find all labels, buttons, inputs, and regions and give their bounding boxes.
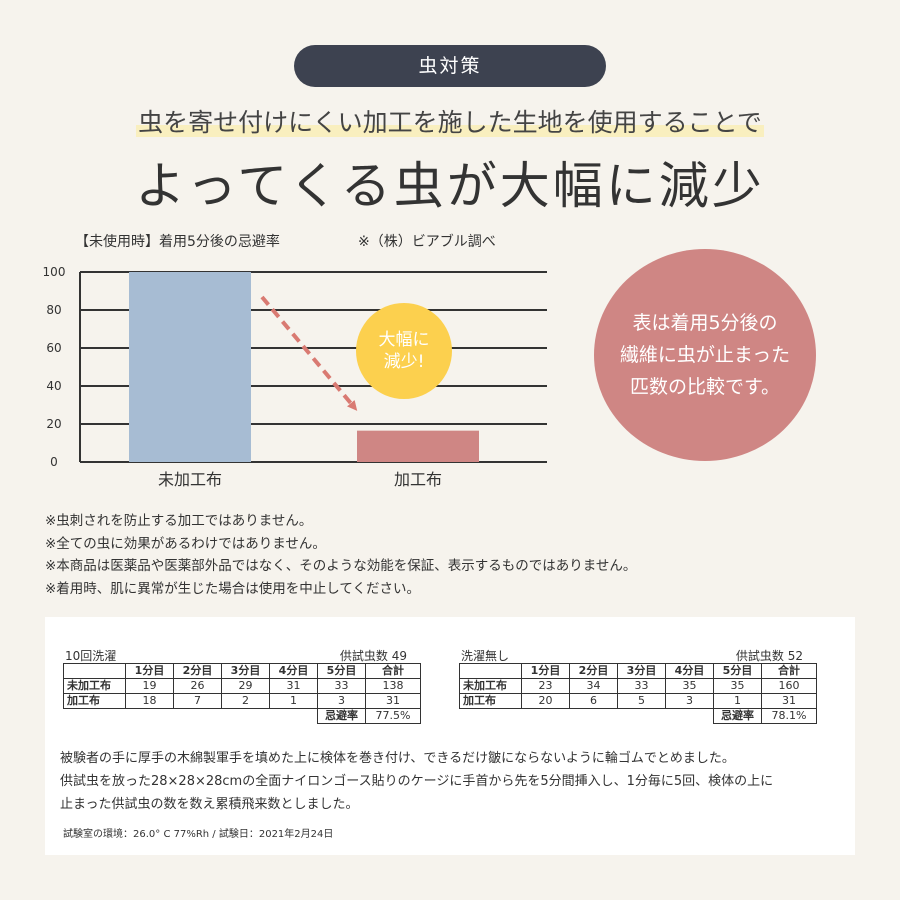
chart-title: 【未使用時】着用5分後の忌避率 bbox=[75, 234, 280, 250]
column-header: 5分目 bbox=[713, 663, 762, 679]
table-row: 未加工布 23 34 33 35 35 160 bbox=[459, 678, 817, 694]
table-cell: 160 bbox=[761, 678, 817, 694]
note-item: ※着用時、肌に異常が生じた場合は使用を中止してください。 bbox=[45, 580, 421, 597]
column-header: 4分目 bbox=[269, 663, 318, 679]
table-header-row: 1分目 2分目 3分目 4分目 5分目 合計 bbox=[459, 663, 817, 679]
table-row: 未加工布 19 26 29 31 33 138 bbox=[63, 678, 421, 694]
bar bbox=[129, 272, 251, 462]
disclaimer-notes: ※虫刺されを防止する加工ではありません。 ※全ての虫に効果があるわけではありませ… bbox=[45, 510, 636, 600]
table-header-row: 1分目 2分目 3分目 4分目 5分目 合計 bbox=[63, 663, 421, 679]
rate-value: 78.1% bbox=[761, 708, 817, 724]
row-label: 未加工布 bbox=[63, 678, 126, 694]
table-cell: 7 bbox=[173, 693, 222, 709]
table-corner-cell bbox=[459, 663, 522, 679]
table-title: 10回洗濯 bbox=[65, 649, 117, 663]
explanation-line1: 表は着用5分後の bbox=[632, 312, 778, 334]
description-line: 止まった供試虫の数を数え累積飛来数としました。 bbox=[60, 797, 359, 812]
note-item: ※全ての虫に効果があるわけではありません。 bbox=[45, 535, 326, 552]
column-header: 合計 bbox=[365, 663, 421, 679]
explanation-line2: 繊維に虫が止まった bbox=[619, 344, 791, 366]
table-cell: 18 bbox=[125, 693, 174, 709]
table-cell: 1 bbox=[713, 693, 762, 709]
table-cell: 33 bbox=[617, 678, 666, 694]
explanation-line3: 匹数の比較です。 bbox=[629, 376, 781, 398]
table-cell: 31 bbox=[365, 693, 421, 709]
table-insect-count: 供試虫数 52 bbox=[735, 649, 803, 663]
test-environment: 試験室の環境：26.0° C 77%Rh / 試験日：2021年2月24日 bbox=[63, 829, 334, 840]
rate-label: 忌避率 bbox=[713, 708, 762, 724]
results-table-unwashed: 洗濯無し 供試虫数 52 1分目 2分目 3分目 4分目 5分目 合計 未加工布… bbox=[459, 647, 839, 724]
table-cell: 29 bbox=[221, 678, 270, 694]
note-item: ※虫刺されを防止する加工ではありません。 bbox=[45, 513, 313, 529]
row-label: 加工布 bbox=[459, 693, 522, 709]
table-cell: 6 bbox=[569, 693, 618, 709]
column-header: 2分目 bbox=[173, 663, 222, 679]
y-tick-label: 80 bbox=[46, 303, 61, 317]
column-header: 3分目 bbox=[617, 663, 666, 679]
table-cell: 3 bbox=[665, 693, 714, 709]
y-tick-label: 60 bbox=[46, 341, 61, 355]
bar-chart: 0 20 40 60 80 100 未加工布 加工布 大幅に 減少! bbox=[43, 265, 547, 489]
headline: よってくる虫が大幅に減少 bbox=[135, 157, 765, 215]
results-table-washed: 10回洗濯 供試虫数 49 1分目 2分目 3分目 4分目 5分目 合計 未加工… bbox=[63, 647, 443, 724]
callout-line1: 大幅に bbox=[379, 330, 430, 350]
section-tag: 虫対策 bbox=[294, 45, 606, 87]
table-cell: 33 bbox=[317, 678, 366, 694]
explanation-circle: 表は着用5分後の 繊維に虫が止まった 匹数の比較です。 bbox=[594, 249, 816, 461]
column-header: 合計 bbox=[761, 663, 817, 679]
test-results-panel: 10回洗濯 供試虫数 49 1分目 2分目 3分目 4分目 5分目 合計 未加工… bbox=[45, 617, 855, 855]
row-label: 加工布 bbox=[63, 693, 126, 709]
table-corner-cell bbox=[63, 663, 126, 679]
test-method-description: 被験者の手に厚手の木綿製軍手を填めた上に検体を巻き付け、できるだけ皺にならないよ… bbox=[60, 747, 773, 816]
category-label: 未加工布 bbox=[158, 470, 222, 489]
column-header: 1分目 bbox=[521, 663, 570, 679]
subtitle: 虫を寄せ付けにくい加工を施した生地を使用することで bbox=[0, 103, 900, 139]
column-header: 4分目 bbox=[665, 663, 714, 679]
rate-row: 忌避率 78.1% bbox=[460, 708, 817, 724]
rate-label: 忌避率 bbox=[317, 708, 366, 724]
description-line: 被験者の手に厚手の木綿製軍手を填めた上に検体を巻き付け、できるだけ皺にならないよ… bbox=[60, 751, 735, 766]
table-cell: 138 bbox=[365, 678, 421, 694]
y-tick-label: 40 bbox=[46, 379, 61, 393]
table-cell: 31 bbox=[761, 693, 817, 709]
table-cell: 2 bbox=[221, 693, 270, 709]
callout-line2: 減少! bbox=[384, 352, 425, 372]
y-tick-label: 0 bbox=[50, 455, 58, 469]
table-cell: 1 bbox=[269, 693, 318, 709]
callout-bubble bbox=[356, 303, 452, 399]
decrease-arrow bbox=[260, 295, 358, 411]
table-cell: 23 bbox=[521, 678, 570, 694]
row-label: 未加工布 bbox=[459, 678, 522, 694]
table-title: 洗濯無し bbox=[461, 649, 510, 663]
table-cell: 26 bbox=[173, 678, 222, 694]
column-header: 5分目 bbox=[317, 663, 366, 679]
note-item: ※本商品は医薬品や医薬部外品ではなく、そのような効能を保証、表示するものではあり… bbox=[45, 558, 637, 574]
table-cell: 20 bbox=[521, 693, 570, 709]
table-cell: 5 bbox=[617, 693, 666, 709]
table-cell: 34 bbox=[569, 678, 618, 694]
chart-source: ※（株）ビアブル調べ bbox=[358, 234, 496, 250]
category-label: 加工布 bbox=[394, 470, 442, 489]
rate-value: 77.5% bbox=[365, 708, 421, 724]
column-header: 2分目 bbox=[569, 663, 618, 679]
description-line: 供試虫を放った28×28×28cmの全面ナイロンゴース貼りのケージに手首から先を… bbox=[60, 774, 774, 789]
table-insect-count: 供試虫数 49 bbox=[339, 649, 407, 663]
subtitle-text: 虫を寄せ付けにくい加工を施した生地を使用することで bbox=[136, 108, 764, 137]
table-cell: 35 bbox=[713, 678, 762, 694]
table-row: 加工布 20 6 5 3 1 31 bbox=[459, 693, 817, 709]
y-tick-label: 20 bbox=[46, 417, 61, 431]
bar bbox=[357, 430, 479, 462]
table-cell: 31 bbox=[269, 678, 318, 694]
rate-row: 忌避率 77.5% bbox=[64, 708, 421, 724]
table-cell: 19 bbox=[125, 678, 174, 694]
column-header: 1分目 bbox=[125, 663, 174, 679]
y-tick-label: 100 bbox=[43, 265, 66, 279]
table-row: 加工布 18 7 2 1 3 31 bbox=[63, 693, 421, 709]
table-cell: 3 bbox=[317, 693, 366, 709]
table-cell: 35 bbox=[665, 678, 714, 694]
column-header: 3分目 bbox=[221, 663, 270, 679]
